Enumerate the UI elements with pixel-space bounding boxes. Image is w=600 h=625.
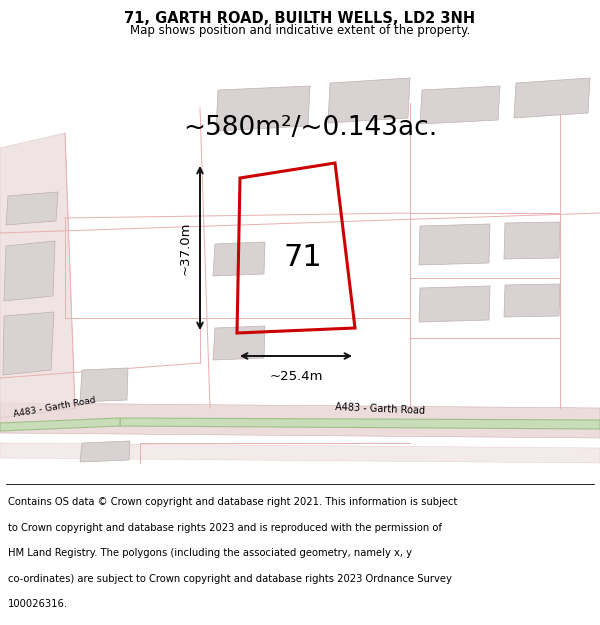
Polygon shape [120,418,600,429]
Polygon shape [4,241,55,301]
Polygon shape [0,443,600,463]
Polygon shape [213,326,265,360]
Text: ~25.4m: ~25.4m [269,370,323,383]
Polygon shape [0,403,600,438]
Polygon shape [0,418,120,431]
Text: co-ordinates) are subject to Crown copyright and database rights 2023 Ordnance S: co-ordinates) are subject to Crown copyr… [8,574,452,584]
Text: Map shows position and indicative extent of the property.: Map shows position and indicative extent… [130,24,470,38]
Polygon shape [514,78,590,118]
Text: ~37.0m: ~37.0m [179,221,192,275]
Polygon shape [419,224,490,265]
Text: A483 - Garth Road: A483 - Garth Road [335,402,425,416]
Polygon shape [0,133,75,418]
Text: 71, GARTH ROAD, BUILTH WELLS, LD2 3NH: 71, GARTH ROAD, BUILTH WELLS, LD2 3NH [124,11,476,26]
Text: HM Land Registry. The polygons (including the associated geometry, namely x, y: HM Land Registry. The polygons (includin… [8,548,412,558]
Text: Contains OS data © Crown copyright and database right 2021. This information is : Contains OS data © Crown copyright and d… [8,498,457,508]
Text: to Crown copyright and database rights 2023 and is reproduced with the permissio: to Crown copyright and database rights 2… [8,522,442,532]
Polygon shape [216,86,310,131]
Text: 71: 71 [284,244,322,272]
Polygon shape [420,86,500,124]
Polygon shape [80,441,130,462]
Text: A483 - Garth Road: A483 - Garth Road [13,396,97,419]
Text: ~580m²/~0.143ac.: ~580m²/~0.143ac. [183,115,437,141]
Polygon shape [328,78,410,123]
Polygon shape [419,286,490,322]
Polygon shape [504,284,560,317]
Polygon shape [213,242,265,276]
Polygon shape [80,368,128,402]
Polygon shape [6,192,58,225]
Text: 100026316.: 100026316. [8,599,68,609]
Polygon shape [504,222,560,259]
Polygon shape [3,312,54,375]
